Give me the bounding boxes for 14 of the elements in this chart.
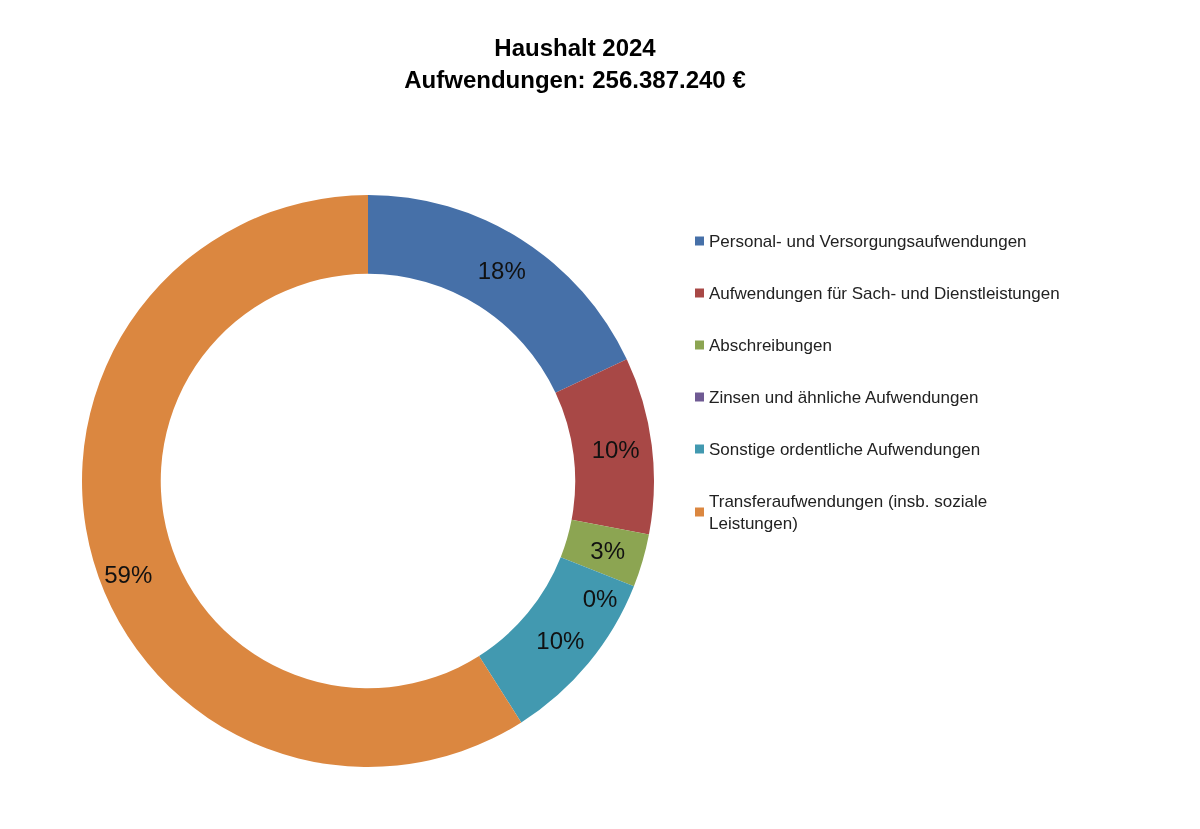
legend-label: Aufwendungen für Sach- und Dienstleistungen	[709, 283, 1060, 303]
text: 0%	[582, 585, 618, 613]
chart-subtitle: Aufwendungen: 256.387.240 €	[404, 65, 746, 93]
data-label: 10%	[536, 626, 585, 654]
data-label: 3%	[590, 537, 626, 565]
legend-label: Transferaufwendungen (insb. soziale Leistungen)	[709, 491, 992, 533]
data-label: 10%	[591, 436, 640, 464]
legend-label: Sonstige ordentliche Aufwendungen	[709, 439, 981, 459]
data-label: 18%	[477, 256, 526, 284]
legend-label: Personal- und Versorgungsaufwendungen	[709, 231, 1027, 251]
data-label: 59%	[104, 561, 153, 589]
legend-label: Abschreibungen	[709, 335, 832, 355]
legend-label: Zinsen und ähnliche Aufwendungen	[709, 387, 979, 407]
chart-title: Haushalt 2024	[494, 33, 657, 61]
